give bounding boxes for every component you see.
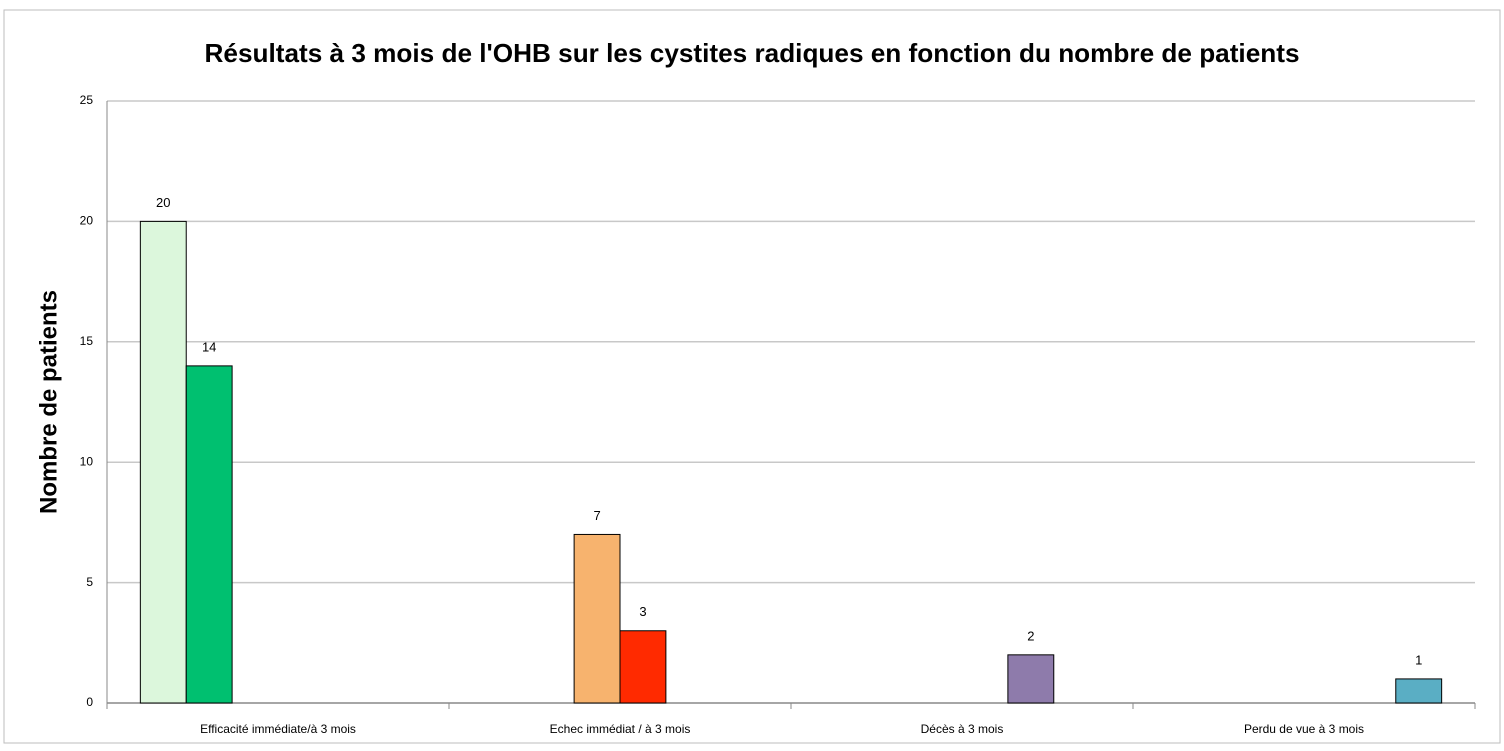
bar <box>619 630 667 704</box>
chart-title: Résultats à 3 mois de l'OHB sur les cyst… <box>205 38 1300 68</box>
data-label: 1 <box>1415 652 1422 667</box>
bar <box>1007 654 1055 704</box>
data-label: 3 <box>639 604 646 619</box>
y-tick-label: 25 <box>80 93 94 107</box>
data-label: 2 <box>1027 628 1034 643</box>
data-label: 20 <box>156 195 170 210</box>
x-tick-label: Efficacité immédiate/à 3 mois <box>200 722 356 736</box>
y-axis-label: Nombre de patients <box>35 290 62 514</box>
y-tick-label: 20 <box>80 214 94 228</box>
data-label: 14 <box>202 339 216 354</box>
y-tick-label: 5 <box>86 575 93 589</box>
bar <box>185 365 233 704</box>
x-tick-label: Echec immédiat / à 3 mois <box>550 722 691 736</box>
y-tick-label: 15 <box>80 334 94 348</box>
x-tick-label: Décès à 3 mois <box>921 722 1004 736</box>
data-label: 7 <box>593 508 600 523</box>
y-tick-label: 10 <box>80 454 94 468</box>
chart-border <box>3 9 1501 744</box>
bar <box>139 220 187 704</box>
bar <box>573 533 621 704</box>
bar <box>1395 678 1443 704</box>
y-tick-label: 0 <box>86 695 93 709</box>
x-tick-label: Perdu de vue à 3 mois <box>1244 722 1364 736</box>
